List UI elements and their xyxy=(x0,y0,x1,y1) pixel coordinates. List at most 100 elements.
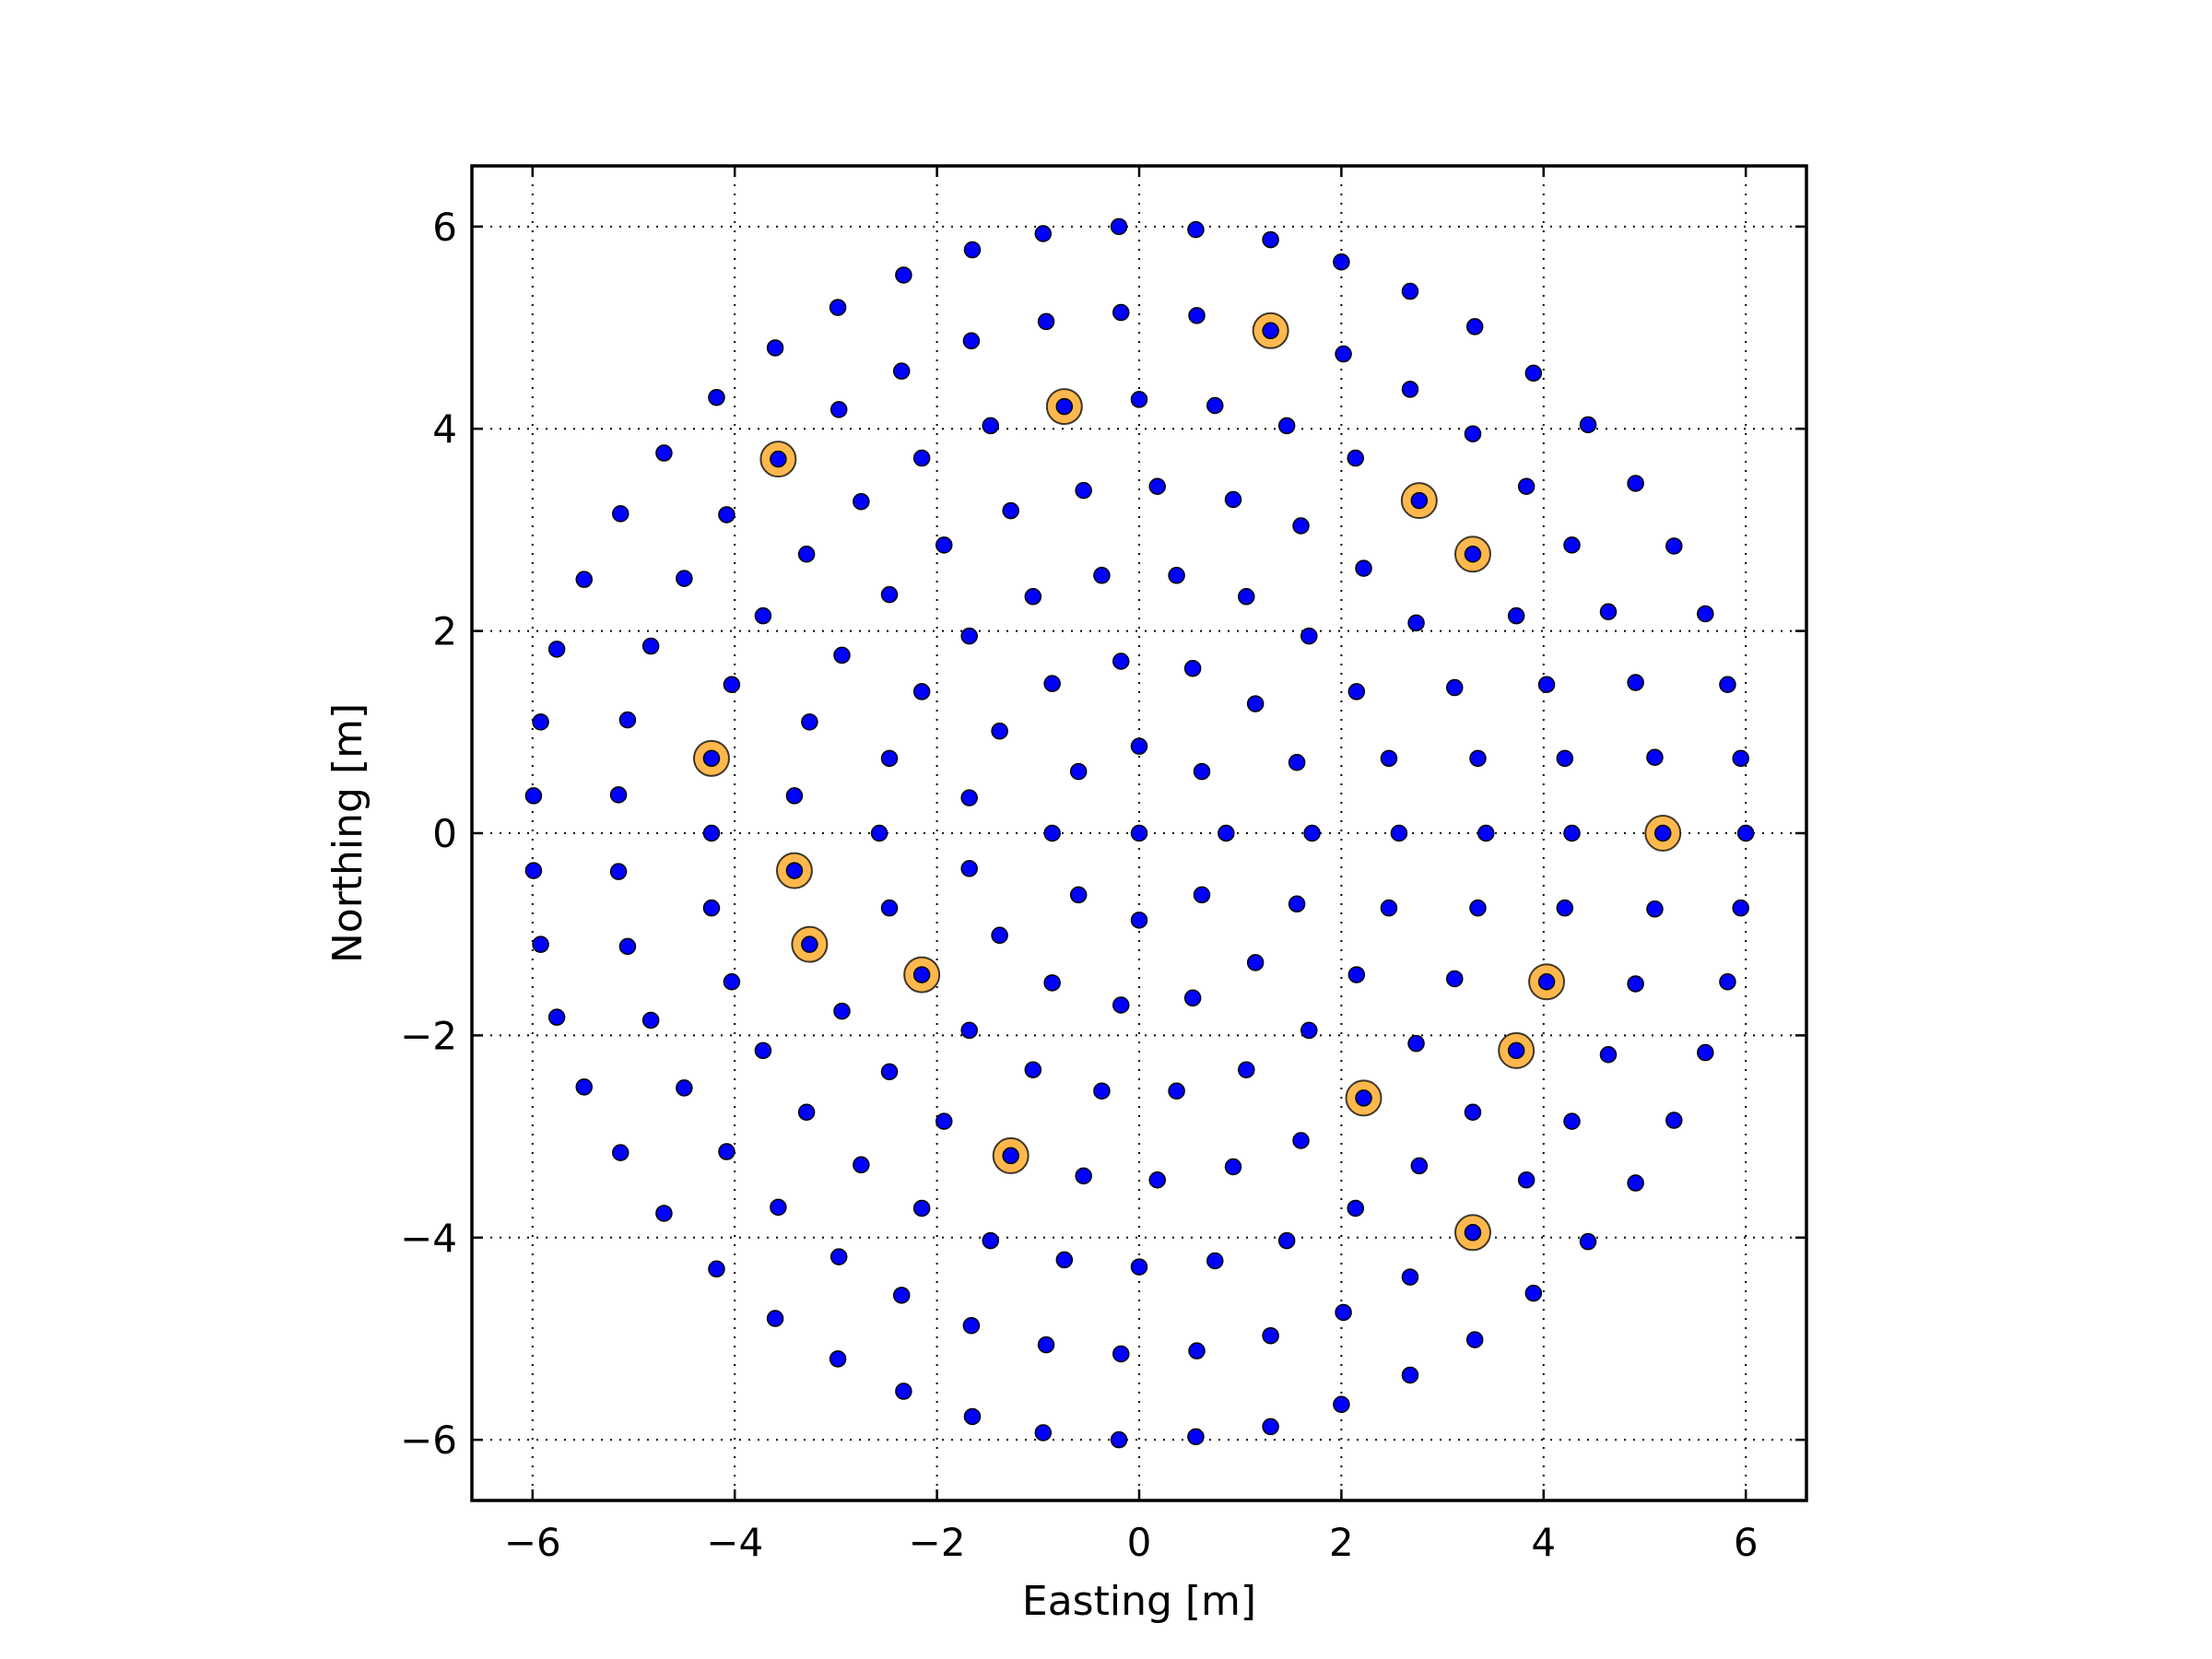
data-point xyxy=(1464,425,1482,442)
data-point xyxy=(1507,606,1525,625)
data-point xyxy=(1407,1034,1425,1053)
data-point xyxy=(1043,974,1061,992)
data-point xyxy=(1262,1326,1279,1345)
data-point xyxy=(1168,567,1185,584)
data-point xyxy=(1288,753,1306,771)
data-point xyxy=(1277,1231,1296,1250)
y-tick-label: 0 xyxy=(432,811,457,856)
data-point xyxy=(1579,1232,1597,1251)
data-point xyxy=(524,787,543,805)
data-point xyxy=(1697,605,1714,623)
data-point xyxy=(723,973,741,991)
ticks: −6 −4 −2 0 2 4 6 −6 −4 −2 0 2 4 6 xyxy=(400,166,1806,1565)
data-point xyxy=(1055,397,1074,416)
data-point xyxy=(1410,491,1429,510)
data-point xyxy=(641,637,660,655)
data-point xyxy=(1347,449,1365,467)
data-point xyxy=(935,1112,953,1130)
data-point xyxy=(770,450,787,468)
data-point xyxy=(912,1199,931,1218)
data-point xyxy=(1043,824,1061,842)
data-point xyxy=(1277,417,1296,435)
data-point xyxy=(1335,1303,1352,1322)
data-point xyxy=(1224,490,1242,509)
data-point xyxy=(612,505,629,523)
data-point xyxy=(1469,899,1487,917)
data-point xyxy=(1148,477,1166,495)
data-point xyxy=(1563,824,1581,842)
data-point xyxy=(801,713,818,731)
data-point xyxy=(1024,588,1042,606)
data-point xyxy=(1183,659,1202,677)
data-point xyxy=(1193,762,1211,781)
data-point xyxy=(1112,653,1130,670)
data-point xyxy=(770,1198,787,1217)
data-point xyxy=(655,1205,673,1222)
grid xyxy=(472,166,1806,1500)
data-point xyxy=(1130,1258,1148,1276)
data-point xyxy=(1579,416,1597,434)
data-point xyxy=(708,388,725,406)
x-tick-label: 0 xyxy=(1127,1520,1152,1565)
data-point xyxy=(1110,218,1128,236)
data-point xyxy=(1347,1199,1365,1218)
data-point xyxy=(1390,824,1408,842)
plot-frame xyxy=(470,164,1808,1502)
data-point xyxy=(1465,318,1484,335)
data-point xyxy=(870,824,888,842)
data-point xyxy=(1183,989,1202,1007)
data-point xyxy=(1130,912,1148,929)
data-point xyxy=(1401,1268,1419,1286)
data-point xyxy=(1401,381,1419,398)
data-point xyxy=(1627,975,1644,993)
data-point xyxy=(1556,899,1574,917)
data-point xyxy=(1055,1251,1074,1269)
data-point xyxy=(962,1316,981,1335)
data-point xyxy=(1238,588,1255,606)
data-point xyxy=(1401,282,1419,300)
data-point xyxy=(1193,886,1211,904)
data-point xyxy=(575,571,594,588)
data-point xyxy=(892,1287,911,1304)
data-point xyxy=(1465,1331,1484,1348)
data-point xyxy=(1464,545,1482,563)
data-point xyxy=(1148,1171,1166,1189)
data-point xyxy=(1665,537,1683,555)
data-point xyxy=(609,786,628,804)
data-point xyxy=(982,417,999,435)
data-point xyxy=(1347,683,1366,700)
data-point xyxy=(1130,391,1148,408)
data-point xyxy=(1262,322,1279,340)
data-point xyxy=(1524,1284,1543,1302)
data-point xyxy=(1627,475,1644,492)
x-tick-label: 4 xyxy=(1531,1520,1556,1565)
data-point xyxy=(718,1143,735,1160)
data-point xyxy=(991,722,1008,740)
data-point xyxy=(1034,225,1053,242)
data-point xyxy=(1246,695,1265,712)
data-point xyxy=(1110,1430,1128,1449)
data-point xyxy=(655,444,673,462)
data-point xyxy=(1517,477,1535,495)
data-point xyxy=(1075,481,1092,500)
data-point xyxy=(935,536,953,554)
data-point xyxy=(723,676,741,693)
data-point xyxy=(524,862,543,879)
data-point xyxy=(912,449,931,467)
data-point xyxy=(1188,1342,1206,1359)
data-point xyxy=(1410,1157,1429,1175)
data-point xyxy=(829,299,847,316)
data-point xyxy=(1401,1366,1419,1384)
data-point xyxy=(1446,970,1464,988)
data-point xyxy=(1507,1041,1525,1060)
data-point xyxy=(618,711,637,729)
data-point xyxy=(1537,676,1556,693)
y-tick-label: 4 xyxy=(432,406,457,452)
data-point xyxy=(1224,1158,1242,1176)
data-point xyxy=(1732,899,1749,917)
y-tick-label: −6 xyxy=(400,1418,457,1463)
data-point xyxy=(1665,1112,1683,1129)
